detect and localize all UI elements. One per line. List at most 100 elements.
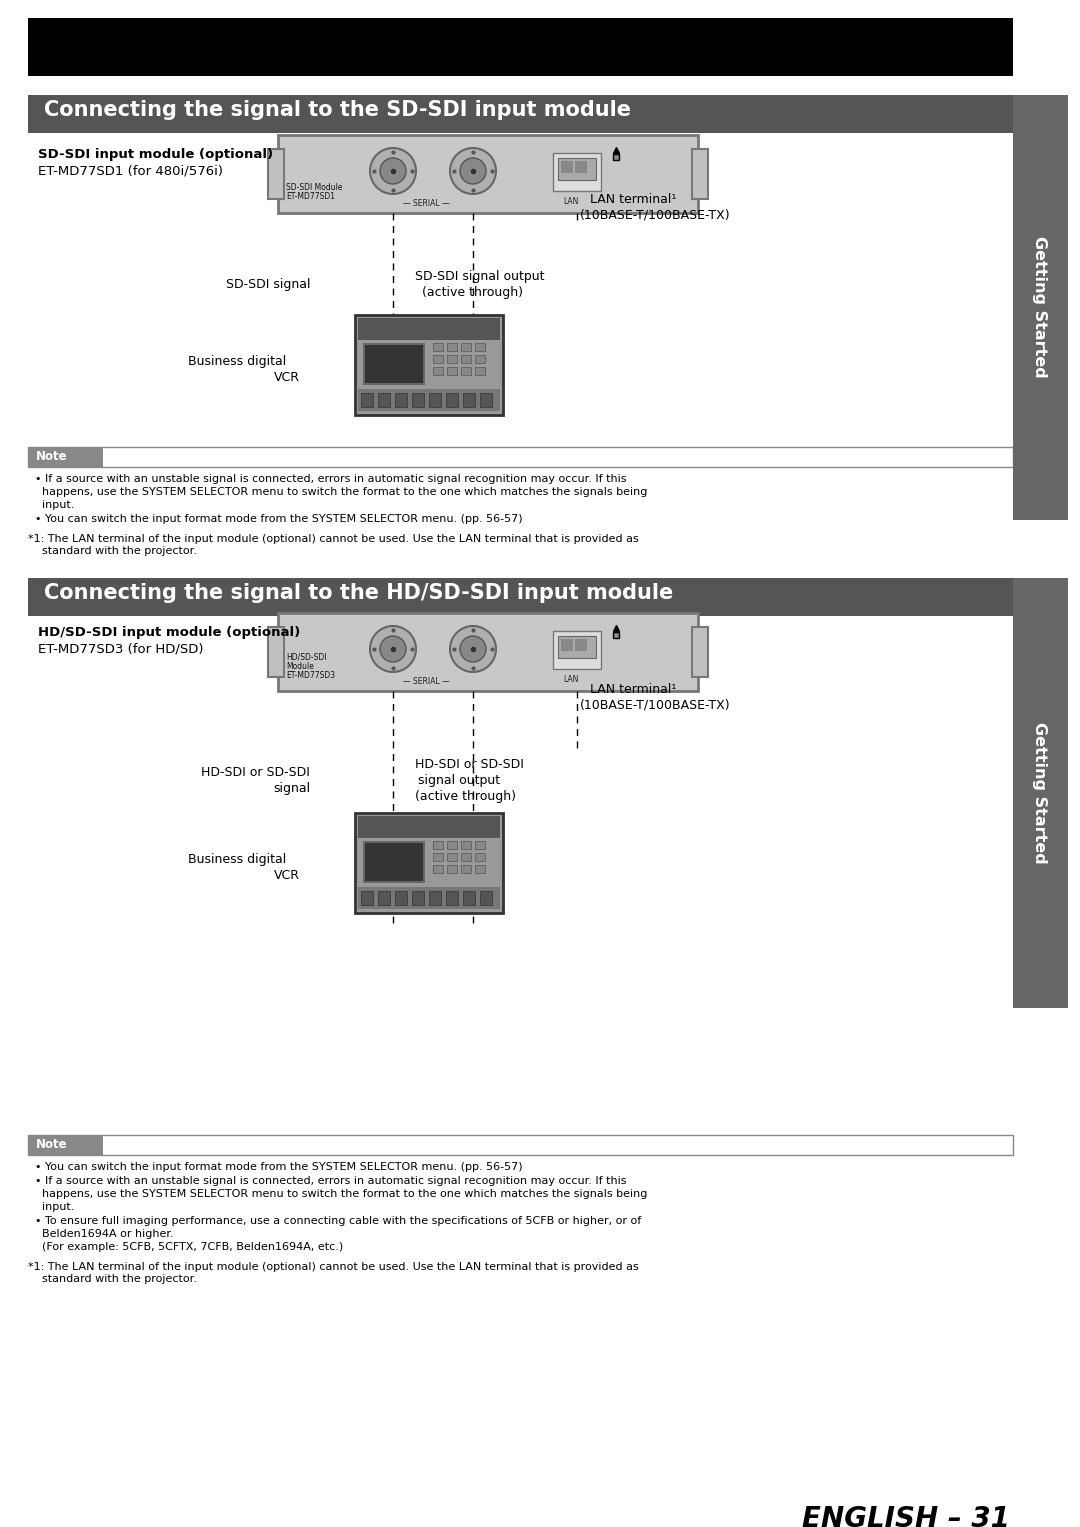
Text: HD-SDI or SD-SDI: HD-SDI or SD-SDI [201, 767, 310, 779]
Bar [433, 864, 443, 873]
Bar [575, 638, 588, 651]
Text: standard with the projector.: standard with the projector. [28, 547, 197, 556]
Text: ET-MD77SD3 (for HD/SD): ET-MD77SD3 (for HD/SD) [38, 641, 203, 655]
Text: standard with the projector.: standard with the projector. [28, 1274, 197, 1284]
Bar [1013, 95, 1068, 521]
Text: Note: Note [36, 1138, 68, 1151]
Text: LAN: LAN [563, 675, 579, 684]
Bar [461, 854, 471, 861]
Bar [561, 638, 573, 651]
Bar [378, 392, 390, 408]
Bar [475, 864, 485, 873]
Bar [28, 447, 1013, 467]
Text: Getting Started: Getting Started [1032, 237, 1048, 377]
Text: (10BASE-T/100BASE-TX): (10BASE-T/100BASE-TX) [580, 209, 731, 221]
Text: • If a source with an unstable signal is connected, errors in automatic signal r: • If a source with an unstable signal is… [35, 473, 626, 484]
Text: *1: The LAN terminal of the input module (optional) cannot be used. Use the LAN : *1: The LAN terminal of the input module… [28, 534, 638, 544]
Text: HD/SD-SDI: HD/SD-SDI [286, 654, 326, 663]
Text: SD-SDI signal: SD-SDI signal [226, 278, 310, 292]
Bar [357, 318, 500, 341]
Bar [363, 841, 426, 883]
Bar [361, 890, 373, 906]
Bar [558, 157, 596, 180]
Bar [463, 392, 475, 408]
Bar [357, 389, 500, 411]
Text: (For example: 5CFB, 5CFTX, 7CFB, Belden1694A, etc.): (For example: 5CFB, 5CFTX, 7CFB, Belden1… [35, 1241, 343, 1252]
Text: • You can switch the input format mode from the SYSTEM SELECTOR menu. (pp. 56-57: • You can switch the input format mode f… [35, 1162, 523, 1173]
Bar [692, 628, 708, 676]
Text: LAN terminal¹: LAN terminal¹ [590, 683, 676, 696]
Bar [447, 344, 457, 351]
Circle shape [370, 626, 416, 672]
Bar [463, 890, 475, 906]
Bar [429, 392, 441, 408]
Bar [475, 854, 485, 861]
Bar [28, 18, 1013, 76]
Bar [28, 579, 1013, 615]
Text: SD-SDI input module (optional): SD-SDI input module (optional) [38, 148, 273, 160]
Bar [278, 612, 698, 692]
Bar [446, 890, 458, 906]
Bar [411, 392, 424, 408]
Text: — SERIAL —: — SERIAL — [403, 199, 449, 208]
Bar [433, 841, 443, 849]
Circle shape [460, 157, 486, 183]
Text: signal output: signal output [418, 774, 500, 786]
Circle shape [380, 157, 406, 183]
Text: SD-SDI Module: SD-SDI Module [286, 183, 342, 192]
Bar [365, 843, 423, 881]
Bar [357, 887, 500, 909]
Bar [475, 354, 485, 363]
Bar [355, 812, 503, 913]
Bar [28, 1135, 103, 1154]
Text: • You can switch the input format mode from the SYSTEM SELECTOR menu. (pp. 56-57: • You can switch the input format mode f… [35, 515, 523, 524]
Bar [447, 841, 457, 849]
Bar [429, 890, 441, 906]
Bar [475, 344, 485, 351]
Text: SD-SDI signal output: SD-SDI signal output [415, 270, 544, 282]
Bar [411, 890, 424, 906]
Bar [553, 153, 600, 191]
Bar [357, 815, 500, 838]
Bar [558, 637, 596, 658]
Bar [433, 344, 443, 351]
Text: Note: Note [36, 450, 68, 463]
Bar [475, 841, 485, 849]
Text: Belden1694A or higher.: Belden1694A or higher. [35, 1229, 174, 1238]
Bar [433, 366, 443, 376]
Bar [268, 150, 284, 199]
Text: Connecting the signal to the SD-SDI input module: Connecting the signal to the SD-SDI inpu… [44, 99, 631, 121]
Text: Connecting the signal to the HD/SD-SDI input module: Connecting the signal to the HD/SD-SDI i… [44, 583, 673, 603]
Bar [692, 150, 708, 199]
Bar [447, 366, 457, 376]
Text: *1: The LAN terminal of the input module (optional) cannot be used. Use the LAN : *1: The LAN terminal of the input module… [28, 1261, 638, 1272]
Text: VCR: VCR [274, 869, 300, 883]
Bar [575, 160, 588, 173]
Text: LAN: LAN [563, 197, 579, 206]
Bar [553, 631, 600, 669]
Bar [461, 354, 471, 363]
Bar [28, 1135, 1013, 1154]
Text: — SERIAL —: — SERIAL — [403, 676, 449, 686]
Bar [461, 366, 471, 376]
Bar [378, 890, 390, 906]
Text: LAN terminal¹: LAN terminal¹ [590, 192, 676, 206]
Bar [446, 392, 458, 408]
Circle shape [450, 148, 496, 194]
Text: VCR: VCR [274, 371, 300, 383]
Bar [461, 344, 471, 351]
Text: HD/SD-SDI input module (optional): HD/SD-SDI input module (optional) [38, 626, 300, 638]
Text: ENGLISH – 31: ENGLISH – 31 [802, 1506, 1010, 1527]
Text: (active through): (active through) [422, 286, 523, 299]
Bar [461, 841, 471, 849]
Bar [361, 392, 373, 408]
Bar [355, 315, 503, 415]
Text: Getting Started: Getting Started [1032, 722, 1048, 864]
Bar [363, 344, 426, 385]
Bar [447, 354, 457, 363]
Bar [1013, 579, 1068, 1008]
Text: • To ensure full imaging performance, use a connecting cable with the specificat: • To ensure full imaging performance, us… [35, 1215, 642, 1226]
Text: (active through): (active through) [415, 789, 516, 803]
Bar [433, 354, 443, 363]
Bar [28, 447, 103, 467]
